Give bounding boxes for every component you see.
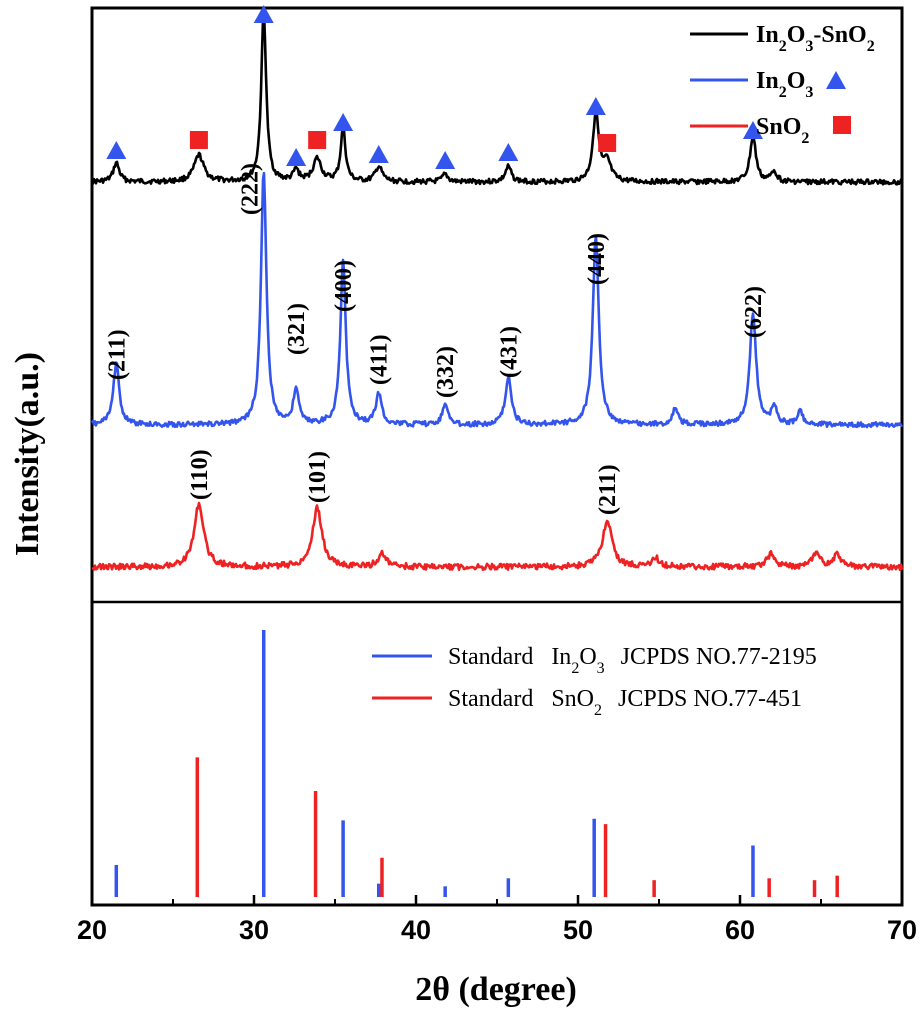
legend-formula: SnO <box>756 114 801 140</box>
legend-subscript: 3 <box>805 84 813 101</box>
legend-reference: JCPDS NO.77-451 <box>618 686 802 712</box>
legend-reference: JCPDS NO.77-2195 <box>621 644 817 670</box>
legend-square-marker <box>833 116 851 134</box>
hkl-label-in2o3: (211) <box>104 329 130 380</box>
triangle-marker <box>253 5 274 23</box>
legend-formula: In <box>756 22 779 48</box>
hkl-label-sno2: (110) <box>187 449 213 500</box>
legend-formula: O <box>787 22 806 48</box>
legend-formula: -SnO <box>813 22 866 48</box>
legend-subscript: 2 <box>867 38 875 55</box>
xrd-patterns <box>90 10 904 572</box>
hkl-label-in2o3: (431) <box>496 326 522 378</box>
legend-entry-text: In2O3 <box>756 68 813 101</box>
legend-entry-text: SnO2 <box>756 114 809 147</box>
hkl-label-in2o3: (321) <box>284 303 310 355</box>
hkl-label-sno2: (101) <box>305 451 331 503</box>
legend-subscript: 2 <box>594 702 602 719</box>
legend-subscript: 2 <box>571 660 579 677</box>
legend-formula: SnO <box>551 686 594 712</box>
legend-entry-text: In2O3-SnO2 <box>756 22 875 55</box>
triangle-marker <box>742 121 763 139</box>
hkl-label-in2o3: (440) <box>584 233 610 285</box>
hkl-label-sno2: (211) <box>595 464 621 515</box>
legend-subscript: 2 <box>801 130 809 147</box>
pattern-line-1 <box>90 171 904 429</box>
legend-standard: Standard <box>448 686 533 712</box>
triangle-marker <box>368 145 389 163</box>
triangle-marker <box>585 97 606 115</box>
legend-triangle-marker <box>826 71 846 89</box>
plot-frame <box>90 6 904 907</box>
square-marker <box>598 134 617 152</box>
legend-formula: In <box>551 644 571 670</box>
square-marker <box>189 131 208 149</box>
hkl-label-in2o3: (400) <box>331 260 357 312</box>
standard-bars <box>114 630 839 897</box>
x-axis-title: 2θ (degree) <box>415 971 577 1008</box>
x-tick-label: 20 <box>77 915 107 945</box>
pattern-line-2 <box>91 501 904 572</box>
pattern-line-0 <box>91 10 904 186</box>
hkl-label-in2o3: (222) <box>238 163 264 215</box>
legend-subscript: 2 <box>779 38 787 55</box>
x-axis: 20 30 40 50 60 70 <box>77 895 917 945</box>
triangle-marker <box>498 143 519 161</box>
hkl-label-in2o3: (332) <box>433 346 459 398</box>
triangle-marker <box>333 113 354 131</box>
square-marker <box>308 131 327 149</box>
legend-subscript: 3 <box>805 38 813 55</box>
x-tick-label: 50 <box>563 915 593 945</box>
legend-entry-text: Standard SnO2 JCPDS NO.77-451 <box>448 686 802 719</box>
legend-standard: Standard <box>448 644 533 670</box>
triangle-marker <box>435 151 456 169</box>
x-tick-label: 70 <box>887 915 917 945</box>
legend-formula: In <box>756 68 779 94</box>
triangle-marker <box>286 148 307 166</box>
legend-entry-text: Standard In2O3 JCPDS NO.77-2195 <box>448 644 817 677</box>
legend-subscript: 3 <box>597 660 605 677</box>
x-tick-label: 30 <box>239 915 269 945</box>
peak-markers <box>106 5 763 169</box>
hkl-label-in2o3: (622) <box>741 286 767 338</box>
hkl-label-in2o3: (411) <box>367 334 393 385</box>
x-tick-label: 40 <box>401 915 431 945</box>
legend-formula: O <box>787 68 806 94</box>
plot-border <box>90 6 904 907</box>
triangle-marker <box>106 141 127 159</box>
legend-formula: O <box>579 644 596 670</box>
x-tick-label: 60 <box>725 915 755 945</box>
y-axis-title: Intensity(a.u.) <box>9 352 46 556</box>
legend-subscript: 2 <box>779 84 787 101</box>
hkl-labels: (211) (222) (321) (400) (411) (332) (431) (440)… <box>104 163 767 515</box>
